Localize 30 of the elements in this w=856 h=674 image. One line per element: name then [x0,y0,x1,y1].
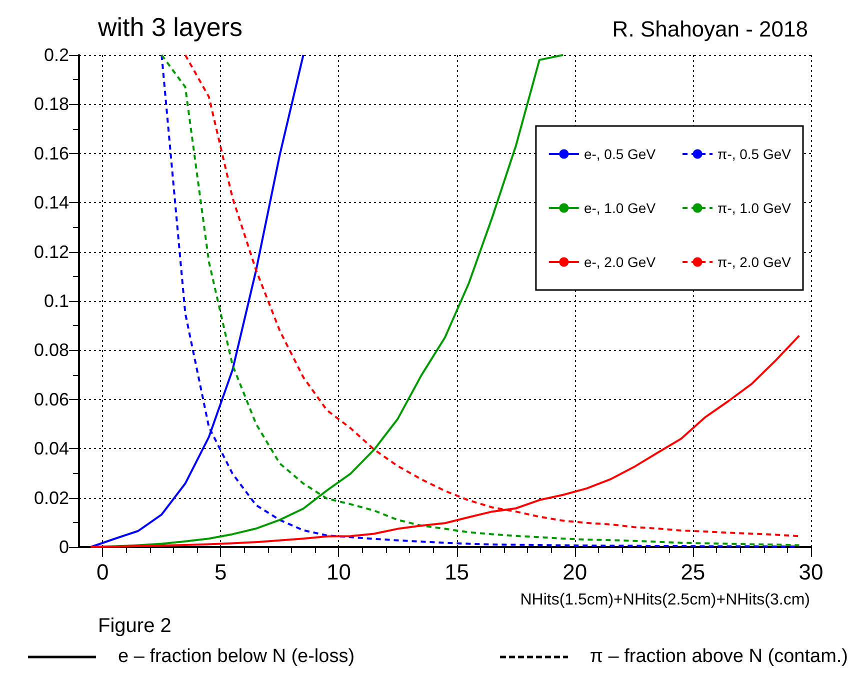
x-axis-title: NHits(1.5cm)+NHits(2.5cm)+NHits(3.cm) [520,592,810,608]
legend-label: π-, 0.5 GeV [718,146,792,162]
chart-title: with 3 layers [97,12,242,42]
y-tick-label: 0.16 [34,143,69,164]
y-tick-label: 0.2 [44,45,69,65]
y-tick-label: 0.1 [44,291,69,311]
x-tick-label: 20 [562,560,588,584]
legend-label: π-, 1.0 GeV [718,200,792,216]
text: π – fraction above N (contam.) [590,646,848,668]
legend-label: e-, 2.0 GeV [584,254,656,270]
legend-label: e-, 0.5 GeV [584,146,656,162]
y-tick-label: 0.08 [34,340,69,360]
legend-label: e-, 1.0 GeV [584,200,656,216]
legend-label: π-, 2.0 GeV [718,254,792,270]
y-tick-label: 0.12 [34,242,69,262]
x-tick-label: 0 [96,560,109,584]
x-tick-label: 25 [680,560,706,584]
text: e – fraction below N (e-loss) [118,646,355,668]
x-tick-label: 5 [214,560,227,584]
x-tick-label: 30 [798,560,824,584]
y-tick-label: 0.02 [34,488,69,508]
y-tick-label: 0.06 [34,389,69,410]
text: R. Shahoyan - 2018 [612,16,808,42]
caption: Figure 2 [98,615,172,637]
y-tick-label: 0 [58,537,69,557]
y-tick-label: 0.14 [34,192,69,213]
x-tick-label: 10 [326,560,351,584]
y-tick-label: 0.04 [34,438,69,459]
y-tick-label: 0.18 [34,94,69,114]
x-tick-label: 15 [444,560,470,584]
